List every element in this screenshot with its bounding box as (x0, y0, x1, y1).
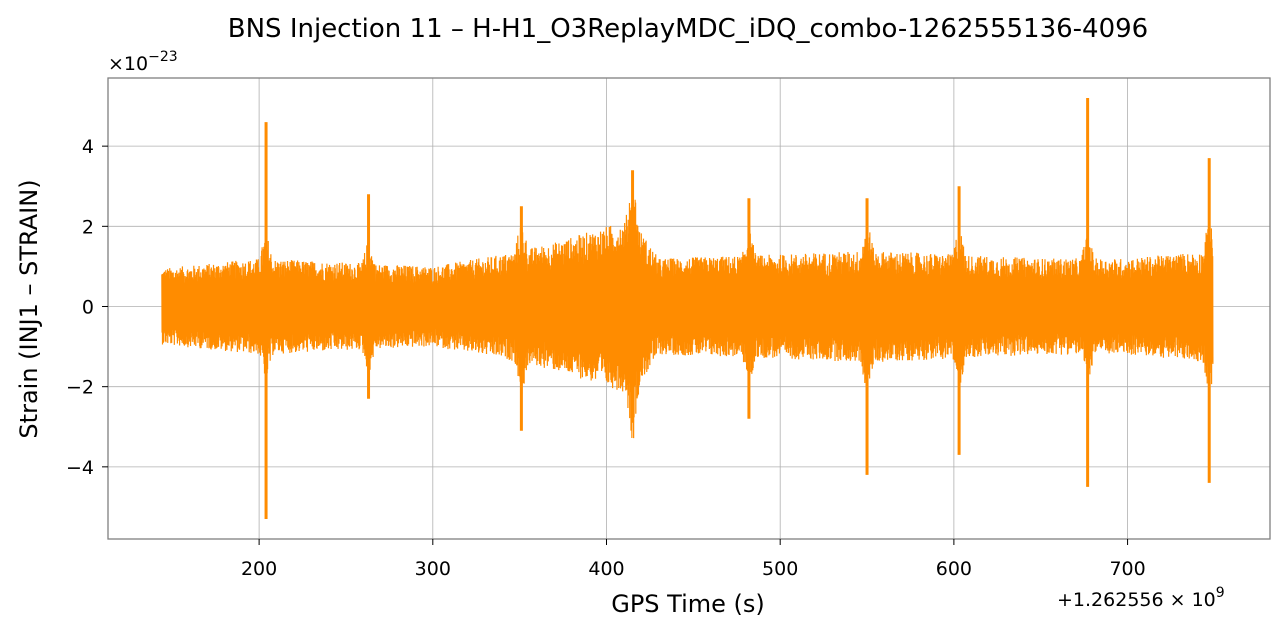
y-tick-label: −4 (66, 457, 94, 479)
y-tick-label: 2 (82, 216, 94, 238)
strain-trace (161, 176, 1214, 439)
x-tick-label: 700 (1109, 558, 1145, 580)
x-tick-label: 400 (588, 558, 624, 580)
x-offset-label: +1.262556 × 109 (1057, 585, 1225, 611)
x-tick-label: 600 (936, 558, 972, 580)
plot-frame (107, 77, 1271, 540)
y-scale-factor: ×10−23 (108, 49, 178, 75)
y-axis-label: Strain (INJ1 – STRAIN) (15, 179, 43, 438)
x-axis-label: GPS Time (s) (611, 590, 765, 618)
y-tick-label: −2 (66, 377, 94, 399)
x-tick-label: 500 (762, 558, 798, 580)
y-tick-label: 4 (82, 136, 94, 158)
x-tick-label: 200 (241, 558, 277, 580)
y-axis-ticks: −4 −2 0 2 4 (66, 136, 108, 479)
y-tick-label: 0 (82, 296, 94, 318)
x-axis-ticks: 200 300 400 500 600 700 (241, 539, 1146, 580)
x-tick-label: 300 (415, 558, 451, 580)
chart-title: BNS Injection 11 – H-H1_O3ReplayMDC_iDQ_… (228, 14, 1148, 44)
strain-series (161, 98, 1214, 519)
